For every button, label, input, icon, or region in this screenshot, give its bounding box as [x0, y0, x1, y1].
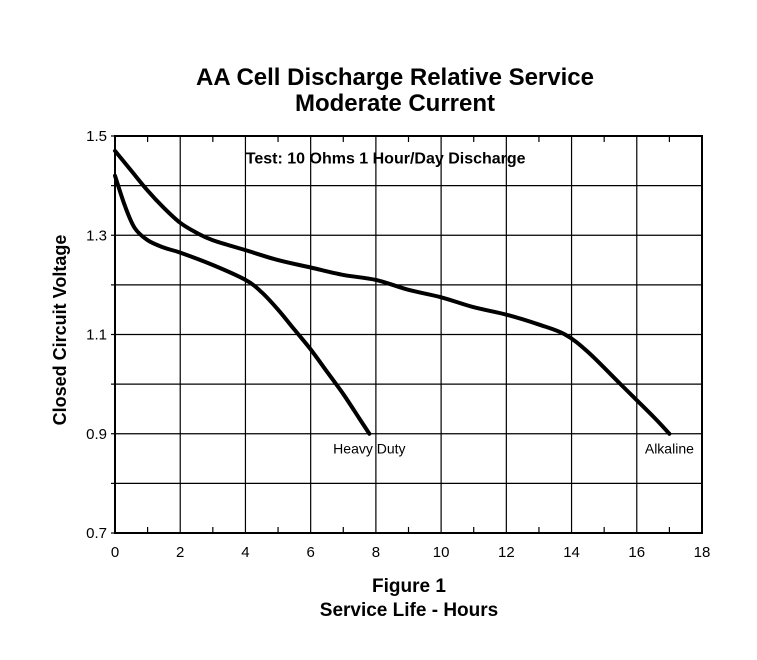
x-tick-label: 8	[372, 544, 380, 561]
x-tick-label: 16	[628, 544, 645, 561]
plot-frame	[114, 135, 703, 534]
y-tick-label: 0.7	[86, 525, 107, 542]
chart-title-line-1: AA Cell Discharge Relative Service	[196, 64, 594, 91]
series-line-alkaline	[113, 148, 672, 436]
series-labels: Heavy Duty Alkaline	[333, 441, 694, 457]
x-tick-label: 10	[433, 544, 450, 561]
series-lines	[113, 148, 672, 436]
y-tick-label: 1.5	[86, 128, 107, 145]
x-tick-label: 14	[563, 544, 580, 561]
x-axis-caption: Figure 1	[372, 576, 446, 597]
x-tick-label: 4	[241, 544, 249, 561]
series-label-alkaline: Alkaline	[645, 441, 694, 457]
y-axis-label: Closed Circuit Voltage	[50, 235, 70, 426]
tick-labels: 0 2 4 6 8 10 12 14 16 18 0.7 0.9 1.1 1.3 1.5	[86, 128, 710, 561]
series-label-heavy-duty: Heavy Duty	[333, 441, 405, 457]
series-line-heavy-duty	[113, 173, 372, 436]
x-tick-label: 2	[176, 544, 184, 561]
x-tick-label: 18	[694, 544, 711, 561]
chart-title-line-2: Moderate Current	[295, 90, 495, 117]
x-tick-label: 0	[111, 544, 119, 561]
y-tick-label: 0.9	[86, 426, 107, 443]
x-tick-label: 12	[498, 544, 515, 561]
x-axis-label: Service Life - Hours	[320, 600, 498, 621]
x-tick-label: 6	[306, 544, 314, 561]
chart-annotation: Test: 10 Ohms 1 Hour/Day Discharge	[246, 150, 526, 167]
grid	[111, 135, 703, 534]
y-tick-label: 1.3	[86, 227, 107, 244]
y-tick-label: 1.1	[86, 327, 107, 344]
